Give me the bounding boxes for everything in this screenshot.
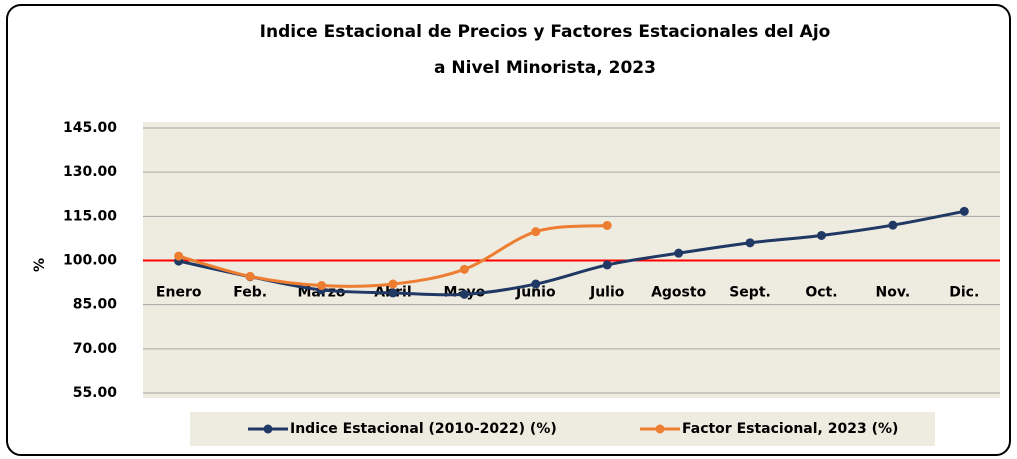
chart-title: Indice Estacional de Precios y Factores … [260, 22, 831, 42]
legend-marker [263, 424, 273, 434]
point [459, 289, 469, 299]
y-axis-label: % [32, 258, 48, 272]
legend-label: Factor Estacional, 2023 (%) [682, 421, 898, 437]
point [245, 271, 255, 281]
point [816, 230, 826, 240]
legend-marker [655, 424, 665, 434]
legend [190, 412, 935, 446]
point [531, 227, 541, 237]
point [459, 264, 469, 274]
point [888, 220, 898, 230]
series-line [178, 209, 965, 297]
point [602, 260, 612, 270]
point [674, 248, 684, 258]
x-tick-label: Sept. [729, 285, 771, 301]
y-tick-label: 85.00 [73, 297, 118, 313]
x-tick-label: Junio [515, 285, 556, 301]
point [174, 251, 184, 261]
point [388, 288, 398, 298]
legend-label: Indice Estacional (2010-2022) (%) [290, 421, 557, 437]
point [317, 281, 327, 291]
point [602, 220, 612, 230]
x-tick-label: Feb. [233, 285, 267, 301]
x-tick-label: Nov. [876, 285, 911, 301]
point [745, 238, 755, 248]
y-tick-label: 55.00 [73, 385, 118, 401]
chart-title: a Nivel Minorista, 2023 [434, 58, 656, 78]
x-tick-label: Oct. [805, 285, 837, 301]
point [531, 279, 541, 289]
x-tick-label: Agosto [651, 285, 707, 301]
x-tick-label: Julio [589, 285, 625, 301]
point [959, 206, 969, 216]
y-tick-label: 130.00 [63, 164, 117, 180]
y-tick-label: 70.00 [73, 341, 118, 357]
x-tick-label: Dic. [949, 285, 979, 301]
y-tick-label: 145.00 [63, 120, 117, 136]
x-tick-label: Enero [156, 285, 202, 301]
point [388, 279, 398, 289]
y-tick-label: 115.00 [63, 208, 117, 224]
y-tick-label: 100.00 [63, 253, 117, 269]
